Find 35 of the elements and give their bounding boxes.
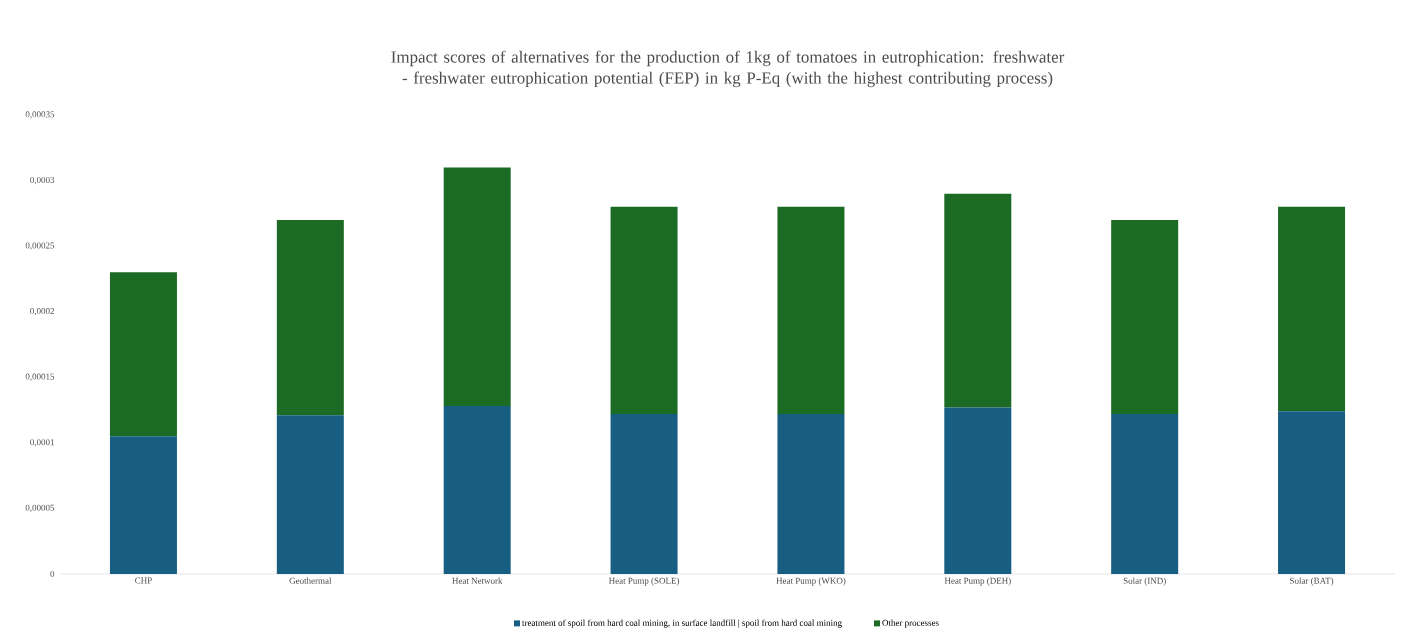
bar xyxy=(1111,219,1179,414)
y-tick-label: 0,00035 xyxy=(25,111,55,119)
x-tick-label: Solar (BAT) xyxy=(1290,577,1334,586)
bar xyxy=(1278,411,1346,574)
bar xyxy=(944,407,1012,574)
bar xyxy=(1111,413,1179,574)
x-tick-label: Heat Pump (SOLE) xyxy=(608,577,680,586)
bar xyxy=(610,206,678,414)
y-tick-label: 0,00015 xyxy=(25,373,55,381)
y-tick-label: 0,00005 xyxy=(25,504,55,513)
y-tick-label: 0,0001 xyxy=(30,439,54,447)
bar xyxy=(109,436,177,574)
x-tick-label: CHP xyxy=(135,577,152,584)
x-tick-label: Solar (IND) xyxy=(1123,577,1166,586)
legend-label: Other processes xyxy=(882,619,939,628)
legend-label: treatment of spoil from hard coal mining, in surface landfill | spoil from hard coal mining xyxy=(522,619,842,628)
x-tick-label: Geothermal xyxy=(289,577,332,584)
bar xyxy=(443,167,511,407)
bar xyxy=(944,193,1012,408)
x-tick-label: Heat Network xyxy=(452,577,503,584)
bar xyxy=(109,272,177,437)
y-tick-label: 0,0003 xyxy=(30,176,55,185)
y-tick-label: 0,0002 xyxy=(30,308,54,316)
y-tick-label: 0 xyxy=(50,570,55,578)
x-tick-label: Heat Pump (DEH) xyxy=(944,577,1011,586)
bar xyxy=(1278,206,1346,412)
bar xyxy=(777,206,845,414)
bar xyxy=(443,406,511,574)
bar xyxy=(276,219,344,416)
bar xyxy=(610,413,678,574)
x-tick-label: Heat Pump (WKO) xyxy=(776,577,846,586)
bar xyxy=(777,413,845,574)
y-tick-label: 0,00025 xyxy=(25,242,55,250)
bar xyxy=(276,415,344,574)
chart-title: Impact scores of alternatives for the production of 1kg of tomatoes in eutrophication: freshwater - freshwater eutrophication potential (FEP) in kg P-Eq (with the highest contributing process) xyxy=(391,50,1065,88)
